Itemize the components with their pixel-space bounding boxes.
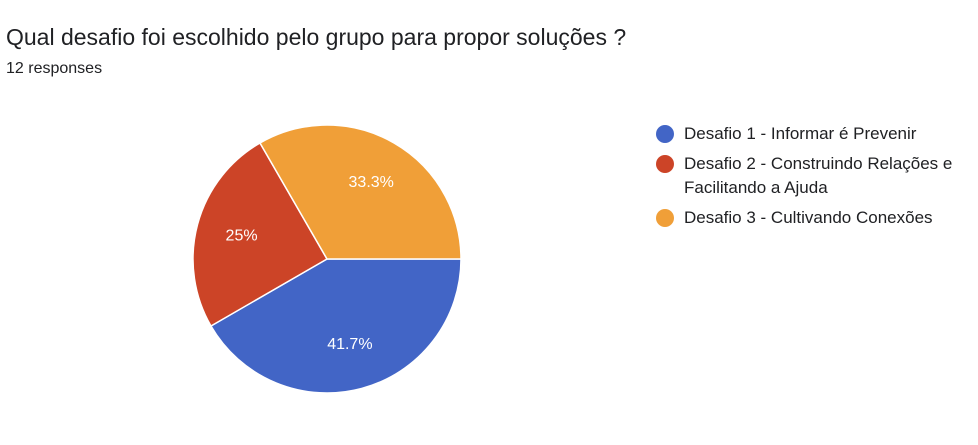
legend-swatch-icon bbox=[656, 125, 674, 143]
pie-slice-2 bbox=[192, 142, 328, 327]
pie-slice-label-3: 33.3% bbox=[349, 174, 394, 191]
pie-slice-1 bbox=[210, 258, 462, 394]
legend-label: Desafio 3 - Cultivando Conexões bbox=[684, 208, 933, 227]
legend-label: Desafio 1 - Informar é Prevenir bbox=[684, 124, 917, 143]
legend-item-1: Desafio 1 - Informar é Prevenir bbox=[656, 122, 976, 146]
pie-slice-label-2: 25% bbox=[226, 228, 258, 245]
legend-item-3: Desafio 3 - Cultivando Conexões bbox=[656, 206, 976, 230]
legend-swatch-icon bbox=[656, 155, 674, 173]
chart-legend: Desafio 1 - Informar é Prevenir Desafio 2… bbox=[656, 122, 976, 236]
legend-swatch-icon bbox=[656, 209, 674, 227]
chart-title: Qual desafio foi escolhido pelo grupo pa… bbox=[6, 24, 627, 50]
legend-label: Desafio 2 - Construindo Relações e Facil… bbox=[684, 154, 953, 197]
legend-item-2: Desafio 2 - Construindo Relações e Facil… bbox=[656, 152, 976, 200]
pie-slice-3 bbox=[259, 124, 462, 260]
response-count: 12 responses bbox=[6, 60, 103, 77]
pie-slice-label-1: 41.7% bbox=[327, 336, 372, 353]
